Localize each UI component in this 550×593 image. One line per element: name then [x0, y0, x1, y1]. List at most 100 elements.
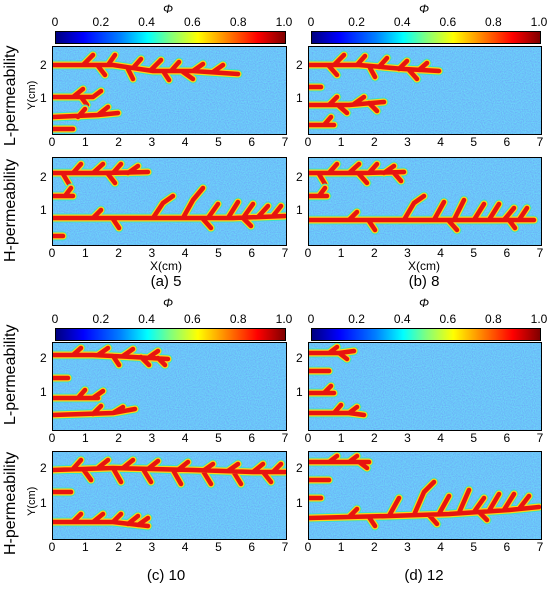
xtick: 7 — [281, 246, 289, 260]
xtick: 6 — [248, 540, 256, 554]
xtick: 2 — [370, 540, 378, 554]
ytick: 2 — [296, 170, 303, 184]
xtick: 4 — [181, 431, 189, 445]
colorbar-a-ticks: 0 0.2 0.4 0.6 0.8 1.0 — [51, 15, 293, 29]
cbar-tick: 0.2 — [348, 312, 365, 326]
caption-b: (b) 8 — [408, 273, 440, 290]
xtick: 4 — [437, 540, 444, 554]
cbar-tick: 0 — [307, 312, 315, 326]
ytick: 1 — [40, 385, 47, 399]
xtick: 4 — [437, 246, 444, 260]
xtick: 6 — [248, 246, 256, 260]
xtick: 2 — [115, 540, 122, 554]
cbar-tick: 0.8 — [229, 312, 247, 326]
xtick: 7 — [536, 431, 544, 445]
colorbar-b-ticks: 0 0.2 0.4 0.6 0.8 1.0 — [307, 15, 548, 29]
xtick: 0 — [48, 246, 56, 260]
cbar-tick: 0.6 — [184, 312, 201, 326]
xtick: 3 — [404, 135, 411, 149]
cbar-tick: 0.4 — [138, 15, 155, 29]
ytick: 1 — [40, 91, 47, 105]
xticks-d-low: 0 1 2 3 4 5 6 7 — [305, 431, 544, 445]
xtick: 5 — [215, 540, 222, 554]
cbar-tick: 0.6 — [439, 15, 457, 29]
xtick: 3 — [148, 135, 156, 149]
xtick: 2 — [115, 431, 122, 445]
plot-c-low — [52, 342, 287, 431]
xtick: 3 — [148, 246, 156, 260]
cbar-tick: 0.4 — [393, 312, 411, 326]
ytick: 2 — [40, 170, 47, 184]
xtick: 1 — [337, 540, 345, 554]
cbar-tick: 0.6 — [439, 312, 457, 326]
colorbar-b — [311, 31, 541, 44]
xticks-a-high: 0 1 2 3 4 5 6 7 — [48, 246, 289, 260]
xtick: 2 — [370, 246, 378, 260]
cbar-tick: 0.8 — [229, 15, 247, 29]
cbar-tick: 0.4 — [393, 15, 411, 29]
xticks-a-low: 0 1 2 3 4 5 6 7 — [49, 135, 289, 149]
ytick: 1 — [296, 91, 303, 105]
xtick: 1 — [337, 431, 345, 445]
ytick: 2 — [296, 58, 303, 72]
xtick: 6 — [503, 431, 511, 445]
xticks-c-high: 0 1 2 3 4 5 6 7 — [48, 540, 289, 554]
xtick: 4 — [181, 246, 189, 260]
xticks-b-high: 0 1 2 3 4 5 6 7 — [305, 246, 544, 260]
phi-symbol-a: Φ — [162, 2, 174, 16]
xtick: 5 — [470, 135, 478, 149]
xtick: 7 — [281, 431, 289, 445]
xtick: 4 — [437, 135, 444, 149]
x-axis-label-b: X(cm) — [408, 259, 440, 273]
xtick: 1 — [81, 135, 89, 149]
ytick: 1 — [40, 496, 47, 510]
xtick: 5 — [470, 431, 478, 445]
cbar-tick: 0.2 — [348, 15, 365, 29]
y-axis-label-c: Y(cm) — [26, 486, 38, 516]
row-label-l-permeability-top: L-permeability — [2, 45, 19, 146]
cbar-tick: 0.2 — [92, 15, 110, 29]
xtick: 6 — [248, 431, 256, 445]
xtick: 4 — [181, 540, 189, 554]
cbar-tick: 0.2 — [92, 312, 110, 326]
xtick: 2 — [370, 431, 378, 445]
colorbar-c-ticks: 0 0.2 0.4 0.6 0.8 1.0 — [51, 312, 293, 326]
phi-symbol-c: Φ — [162, 296, 174, 310]
xtick: 0 — [48, 431, 56, 445]
cbar-tick: 0 — [51, 15, 59, 29]
xtick: 5 — [215, 135, 222, 149]
xticks-c-low: 0 1 2 3 4 5 6 7 — [48, 431, 289, 445]
row-label-h-permeability-bottom: H-permeability — [2, 451, 19, 555]
cbar-tick: 0.8 — [485, 312, 502, 326]
row-label-h-permeability-top: H-permeability — [2, 158, 19, 262]
x-axis-label-a: X(cm) — [150, 259, 182, 273]
xtick: 6 — [248, 135, 256, 149]
plot-a-low — [52, 46, 287, 135]
cbar-tick: 1.0 — [275, 312, 293, 326]
xtick: 7 — [536, 246, 544, 260]
xtick: 0 — [304, 540, 312, 554]
xtick: 3 — [404, 246, 411, 260]
caption-d: (d) 12 — [404, 567, 444, 584]
xtick: 7 — [536, 135, 544, 149]
colorbar-c — [55, 328, 286, 341]
plot-b-high — [308, 157, 542, 246]
xtick: 2 — [115, 135, 122, 149]
plot-d-low — [308, 342, 542, 431]
xtick: 3 — [404, 540, 411, 554]
caption-c: (c) 10 — [146, 567, 186, 584]
xtick: 1 — [337, 246, 345, 260]
ytick: 2 — [40, 351, 47, 365]
xtick: 0 — [48, 540, 56, 554]
cbar-tick: 0 — [307, 15, 315, 29]
y-axis-label-a: Y(cm) — [26, 80, 38, 110]
xticks-b-low: 0 1 2 3 4 5 6 7 — [305, 135, 544, 149]
cbar-tick: 1.0 — [530, 312, 548, 326]
ytick: 1 — [296, 496, 303, 510]
ytick: 1 — [296, 385, 303, 399]
colorbar-d-ticks: 0 0.2 0.4 0.6 0.8 1.0 — [307, 312, 548, 326]
plot-b-low — [308, 46, 542, 135]
cbar-tick: 0 — [51, 312, 59, 326]
caption-a: (a) 5 — [150, 273, 182, 290]
xtick: 3 — [148, 431, 156, 445]
